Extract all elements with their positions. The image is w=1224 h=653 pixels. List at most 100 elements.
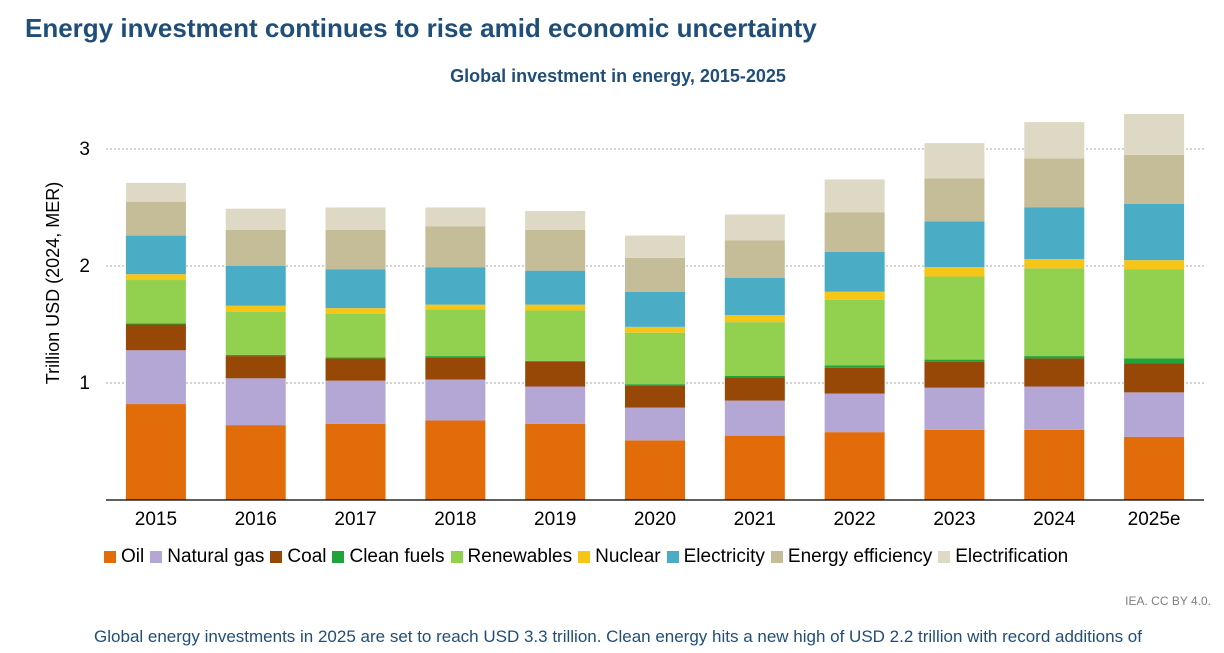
bar-segment-electricity [225,266,286,306]
bar-segment-natural-gas [125,350,186,405]
bar-segment-nuclear [225,305,286,312]
legend-swatch [770,551,783,563]
x-tick-label: 2020 [634,509,676,530]
legend-label: Electrification [955,546,1069,567]
legend-item: Renewables [450,546,573,568]
chart-caption: Global energy investments in 2025 are se… [94,627,1142,646]
bar-segment-energy-efficiency [1124,154,1185,204]
bar-segment-nuclear [724,315,785,323]
legend-label: Coal [287,546,327,567]
legend-swatch [938,551,951,563]
y-axis-label: Trillion USD (2024, MER) [43,182,63,384]
bar-segment-electricity [1124,203,1185,261]
page-headline: Energy investment continues to rise amid… [25,13,817,43]
bar-segment-clean-fuels [525,360,586,362]
legend-item: Oil [104,546,144,568]
legend-swatch [104,551,116,563]
source-credit: IEA. CC BY 4.0. [1125,594,1211,608]
y-tick-label: 1 [79,373,90,394]
bar-segment-nuclear [924,267,985,277]
bar-segment-renewables [1024,268,1085,357]
x-tick-label: 2024 [1033,509,1076,530]
bar-segment-coal [724,377,785,401]
bar-segment-oil [425,420,486,500]
bar-segment-energy-efficiency [625,257,685,292]
bar-segment-energy-efficiency [1024,158,1085,208]
legend-swatch [270,551,283,563]
legend-item: Electricity [666,546,765,568]
x-tick-label: 2023 [933,509,975,530]
bar-segment-clean-fuels [625,384,685,386]
bar-segment-electricity [1024,207,1085,259]
legend-item: Clean fuels [332,546,445,568]
bar-segment-natural-gas [325,380,386,424]
bar-segment-clean-fuels [225,354,286,357]
legend-label: Energy efficiency [787,546,933,567]
bar-segment-oil [625,440,685,500]
bar-segment-coal [225,356,286,379]
bar-segment-clean-fuels [325,357,386,359]
bar-segment-electricity [625,291,685,327]
bar-segment-electricity [525,270,586,305]
bar-segment-natural-gas [924,387,985,430]
bar-segment-nuclear [1024,258,1085,269]
legend-swatch [578,551,591,563]
legend-label: Renewables [467,546,573,567]
bar-segment-energy-efficiency [325,229,386,270]
bar-segment-energy-efficiency [724,240,785,278]
bar-segment-natural-gas [1124,392,1185,437]
bar-segment-electrification [525,211,586,230]
bar-segment-nuclear [525,304,586,311]
bar-segment-coal [525,361,586,387]
bar-segment-renewables [525,310,586,361]
bar-segment-coal [125,324,186,351]
legend-item: Coal [270,546,326,568]
legend-item: Nuclear [578,546,661,568]
bar-segment-renewables [924,276,985,360]
legend-label: Clean fuels [349,546,445,567]
bar-segment-clean-fuels [1124,358,1185,364]
bar-segment-energy-efficiency [924,178,985,222]
bar-segment-electricity [824,251,885,292]
stacked-bar-chart: 1 2 3 2015 2016 2017 2018 2019 2020 2021 2022 2023 2… [43,113,1204,530]
bar-segment-renewables [325,313,386,358]
x-tick-label: 2021 [734,509,776,530]
bar-segment-oil [1024,429,1085,500]
x-tick-label: 2016 [235,509,277,530]
x-tick-label: 2022 [833,509,875,530]
bar-segment-coal [924,361,985,388]
bar-segment-natural-gas [625,407,685,441]
legend-item: Energy efficiency [770,546,933,568]
bar-segment-coal [1124,363,1185,393]
bar-segment-oil [1124,436,1185,500]
bar-segment-nuclear [125,274,186,281]
bar-segment-renewables [724,322,785,376]
bar-segment-renewables [625,332,685,385]
bar-segment-electrification [824,179,885,213]
bar-segment-energy-efficiency [425,226,486,268]
bar-segment-clean-fuels [425,356,486,358]
bar-segment-renewables [225,311,286,355]
bar-segment-energy-efficiency [125,201,186,236]
y-tick-label: 3 [79,139,90,160]
x-tick-label: 2017 [334,509,376,530]
bar-segment-nuclear [425,304,486,310]
x-tick-label: 2025e [1128,509,1181,530]
bar-segment-clean-fuels [724,375,785,378]
bar-segment-oil [125,404,186,500]
chart-legend: Oil Natural gas Coal Clean fuels Renewables N… [104,546,1074,568]
bar-segment-electrification [225,208,286,230]
bar-segment-renewables [1124,269,1185,359]
bar-segment-clean-fuels [1024,356,1085,359]
bar-segment-energy-efficiency [225,229,286,266]
legend-swatch [666,551,679,563]
legend-label: Oil [121,546,145,567]
bar-segment-natural-gas [525,386,586,424]
bar-segment-clean-fuels [125,323,186,325]
y-tick-label: 2 [79,256,90,277]
x-tick-label: 2019 [534,509,576,530]
bar-segment-oil [325,423,386,500]
bar-segment-electrification [325,207,386,230]
bar-segment-nuclear [824,291,885,300]
bar-segment-coal [1024,358,1085,387]
